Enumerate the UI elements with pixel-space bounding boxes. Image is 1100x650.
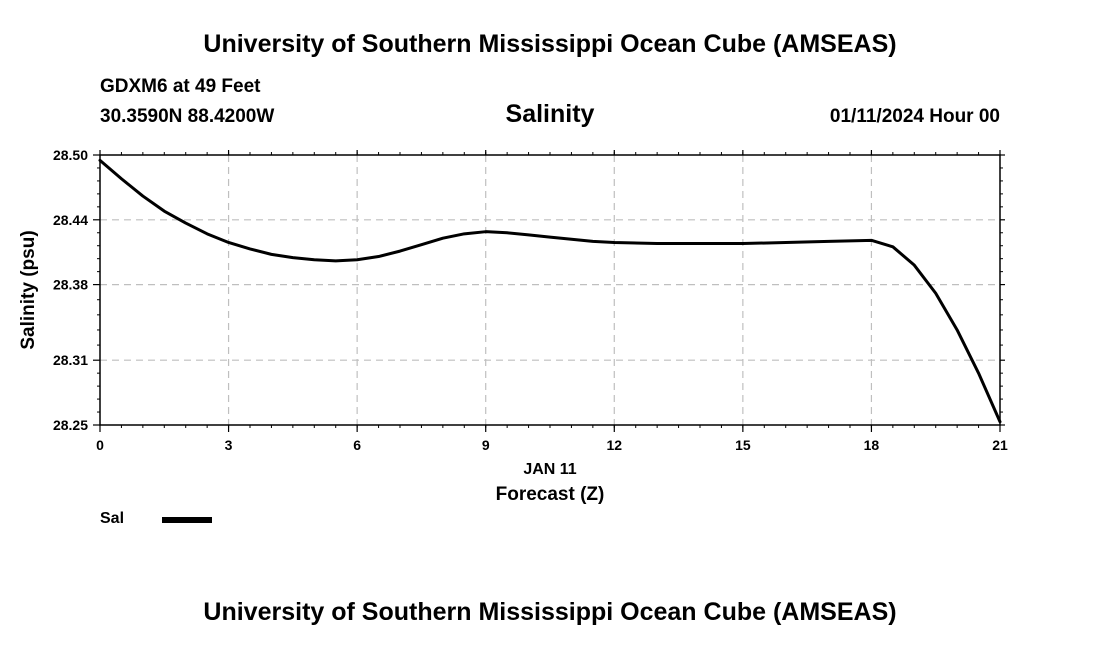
chart-title: Salinity [505,100,595,128]
salinity-series-line [98,158,1002,424]
x-tick-label: 0 [96,437,104,453]
y-tick-label: 28.31 [53,352,88,368]
forecast-run-time: 01/11/2024 Hour 00 [829,106,1000,127]
axis-ticks [93,150,1005,432]
y-tick-label: 28.44 [53,212,88,228]
legend-line-swatch [162,517,212,523]
plot-frame [99,154,1001,426]
legend-label: Sal [100,510,125,527]
y-tick-label: 28.25 [53,417,88,433]
station-coordinates: 30.3590N 88.4200W [100,106,275,127]
x-tick-label: 6 [353,437,361,453]
x-tick-label: 9 [482,437,490,453]
grid-lines [100,155,1000,425]
y-tick-label: 28.50 [53,147,88,163]
x-tick-label: 15 [735,437,751,453]
y-axis-label: Salinity (psu) [18,230,39,349]
x-tick-label: 3 [225,437,233,453]
x-tick-label: 12 [606,437,622,453]
x-axis-date-label: JAN 11 [523,461,576,478]
tick-labels: 0 3 6 9 12 15 18 21 28.25 28.31 28.38 28.44 28.50 [53,147,1008,453]
top-title: University of Southern Mississippi Ocean… [203,30,897,58]
station-label: GDXM6 at 49 Feet [100,76,261,97]
bottom-title: University of Southern Mississippi Ocean… [203,598,897,626]
x-tick-label: 18 [864,437,880,453]
y-tick-label: 28.38 [53,277,88,293]
x-tick-label: 21 [992,437,1008,453]
x-axis-label: Forecast (Z) [496,484,605,505]
